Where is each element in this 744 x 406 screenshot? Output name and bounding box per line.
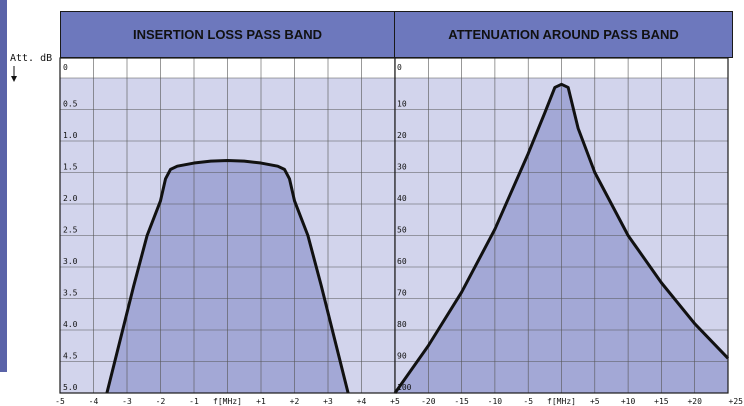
insertion-loss-y-tick-label: 2.5 [63,226,78,235]
attenuation-frame [394,57,729,394]
attenuation-x-tick-label: -20 [421,397,436,406]
insertion-loss-y-tick-label: 2.0 [63,194,78,203]
attenuation-x-tick-label: -5 [523,397,533,406]
insertion-loss-y-tick-label: 0.5 [63,100,78,109]
insertion-loss-y-tick-label: 0 [63,63,68,72]
attenuation-y-tick-label: 90 [397,352,407,361]
attenuation-y-tick-label: 30 [397,163,407,172]
attenuation-y-tick-label: 0 [397,63,402,72]
insertion-loss-y-tick-label: 1.0 [63,131,78,140]
attenuation-x-tick-label: +5 [590,397,600,406]
attenuation-x-tick-label: +20 [687,397,702,406]
insertion-loss-curve [105,159,350,394]
insertion-loss-x-tick-label: -1 [189,397,199,406]
insertion-loss-x-tick-label: +5 [390,397,400,406]
attenuation-axis-caption: Att. dB [10,53,53,64]
attenuation-x-tick-label: -15 [454,397,469,406]
panel-right-title: ATTENUATION AROUND PASS BAND [448,27,679,42]
attenuation-y-tick-label: 100 [397,383,412,392]
attenuation-x-tick-label: f[MHz] [547,397,576,406]
insertion-loss-x-tick-label: -2 [156,397,166,406]
panel-left-header: INSERTION LOSS PASS BAND [60,11,395,58]
attenuation-y-tick-label: 50 [397,226,407,235]
down-arrow-icon [11,66,17,82]
insertion-loss-x-tick-label: -4 [89,397,99,406]
panel-left-title: INSERTION LOSS PASS BAND [132,27,322,42]
insertion-loss-x-tick-label: +1 [256,397,266,406]
insertion-loss-x-tick-label: +3 [323,397,333,406]
attenuation-x-tick-label: -10 [488,397,503,406]
insertion-loss-y-tick-label: 3.0 [63,257,78,266]
attenuation-y-tick-label: 80 [397,320,407,329]
insertion-loss-y-tick-label: 4.0 [63,320,78,329]
insertion-loss-y-tick-label: 4.5 [63,352,78,361]
attenuation-y-tick-label: 70 [397,289,407,298]
attenuation-y-tick-label: 20 [397,131,407,140]
attenuation-y-tick-label: 60 [397,257,407,266]
left-edge-bar [0,0,7,372]
attenuation-y-tick-label: 10 [397,100,407,109]
attenuation-y-tick-label: 40 [397,194,407,203]
insertion-loss-x-tick-label: -5 [55,397,65,406]
insertion-loss-y-tick-label: 1.5 [63,163,78,172]
attenuation-curve [393,82,730,394]
insertion-loss-y-tick-label: 5.0 [63,383,78,392]
insertion-loss-x-tick-label: f[MHz] [213,397,242,406]
insertion-loss-x-tick-label: +2 [290,397,300,406]
attenuation-x-tick-label: +10 [621,397,636,406]
insertion-loss-x-tick-label: +4 [357,397,367,406]
attenuation-x-tick-label: +25 [729,397,744,406]
insertion-loss-y-tick-label: 3.5 [63,289,78,298]
attenuation-x-tick-label: +15 [654,397,669,406]
insertion-loss-x-tick-label: -3 [122,397,132,406]
